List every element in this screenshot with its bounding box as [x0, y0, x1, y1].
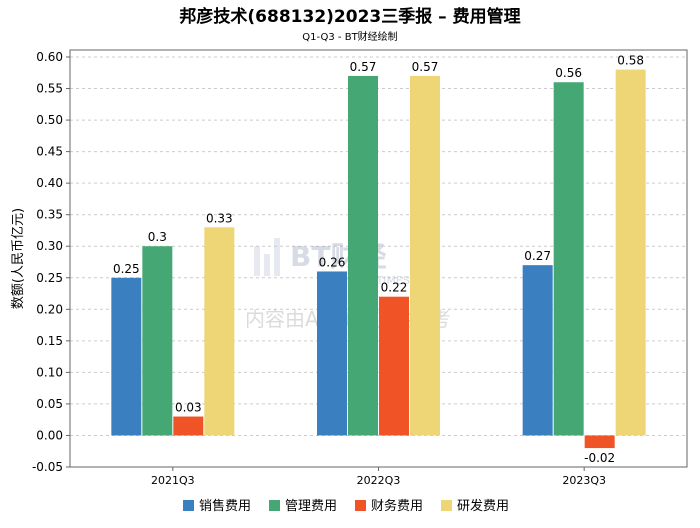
watermark-logo-bar-3	[274, 238, 280, 276]
data-label: 0.27	[524, 249, 551, 263]
x-tick-label: 2021Q3	[151, 474, 195, 487]
y-tick-label: 0.50	[36, 113, 63, 127]
y-tick-label: 0.25	[36, 271, 63, 285]
bar	[111, 277, 142, 436]
legend-label: 管理费用	[285, 499, 337, 514]
bar	[615, 69, 646, 436]
data-label: 0.56	[555, 66, 582, 80]
watermark-logo-bar-1	[254, 246, 260, 276]
y-tick-label: 0.55	[36, 82, 63, 96]
bar	[379, 296, 409, 436]
bar-series: 0.25 0.3 0.03 0.33 0.26 0.57 0.22 0.57 0.27 0.56 -…	[111, 54, 646, 465]
y-tick-label: 0.45	[36, 145, 63, 159]
chart-subtitle: Q1-Q3 - BT财经绘制	[302, 30, 397, 43]
data-label: 0.57	[350, 60, 377, 74]
bar	[522, 265, 553, 436]
bar	[204, 227, 235, 436]
y-tick-label: -0.05	[32, 460, 63, 474]
y-tick-label: 0.40	[36, 176, 63, 190]
bar	[553, 82, 584, 436]
data-label: 0.22	[381, 281, 408, 295]
y-axis: -0.05 0.00 0.05 0.10 0.15 0.20 0.25 0.30 0.35 0.4…	[11, 50, 70, 474]
x-tick-label: 2022Q3	[357, 474, 401, 487]
chart-title: 邦彦技术(688132)2023三季报 – 费用管理	[179, 6, 520, 27]
y-axis-label: 数额(人民币亿元)	[11, 208, 26, 309]
bar	[584, 435, 615, 449]
data-label: 0.33	[206, 211, 233, 225]
legend-label: 销售费用	[199, 498, 251, 514]
bar	[317, 271, 347, 436]
y-tick-label: 0.30	[36, 239, 63, 253]
data-label: -0.02	[584, 451, 615, 465]
y-tick-label: 0.20	[36, 302, 63, 316]
plot-frame	[69, 49, 688, 468]
y-tick-label: 0.15	[36, 334, 63, 348]
legend-swatch	[183, 500, 194, 511]
bar	[410, 75, 440, 436]
data-label: 0.03	[175, 401, 202, 415]
data-label: 0.57	[412, 60, 439, 74]
data-label: 0.58	[617, 54, 644, 68]
y-tick-label: 0.00	[36, 428, 63, 442]
y-tick-label: 0.35	[36, 208, 63, 222]
y-tick-label: 0.05	[36, 397, 63, 411]
legend-label: 研发费用	[457, 498, 509, 514]
bar	[348, 75, 378, 436]
bar	[173, 416, 204, 436]
data-label: 0.3	[148, 230, 167, 244]
y-tick-label: 0.60	[36, 50, 63, 64]
legend: 销售费用 管理费用 财务费用 研发费用	[183, 498, 509, 514]
legend-swatch	[355, 500, 366, 511]
y-tick-label: 0.10	[36, 365, 63, 379]
x-axis: 2021Q3 2022Q3 2023Q3	[151, 467, 606, 487]
legend-swatch	[441, 500, 452, 511]
x-tick-label: 2023Q3	[562, 474, 606, 487]
data-label: 0.26	[319, 255, 346, 269]
watermark-logo-bar-2	[264, 254, 270, 276]
data-label: 0.25	[113, 262, 140, 276]
bar	[142, 246, 173, 436]
legend-swatch	[269, 500, 280, 511]
legend-label: 财务费用	[371, 498, 423, 514]
